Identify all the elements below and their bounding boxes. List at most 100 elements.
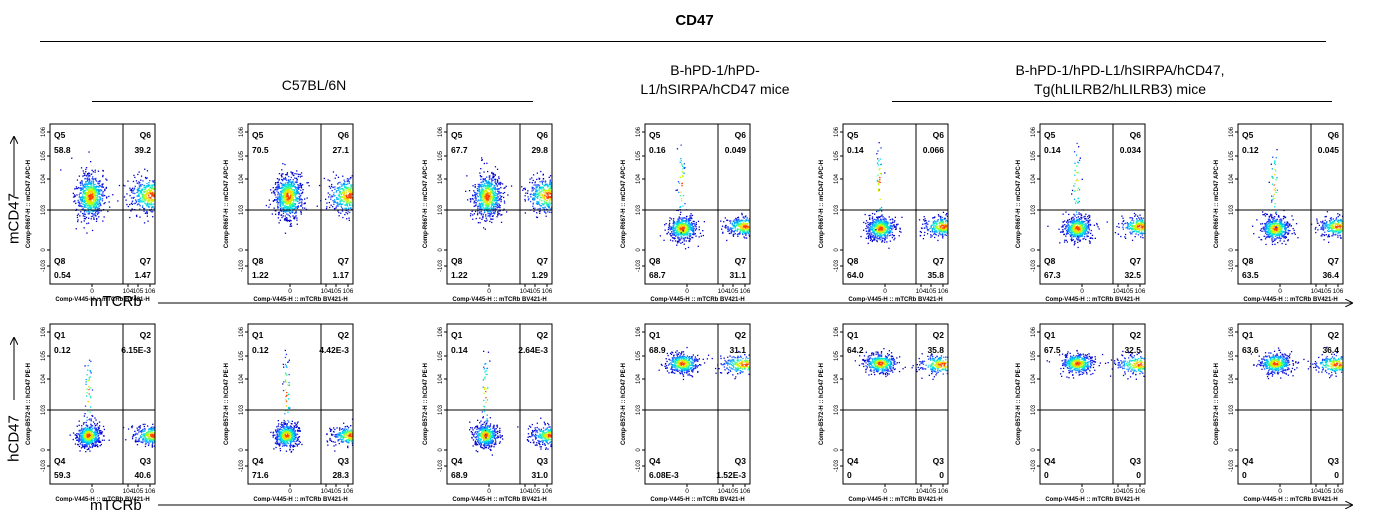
plot-r1-c2-event-dot — [337, 198, 339, 200]
plot-r1-c4-event-dot — [682, 176, 684, 178]
plot-r1-c2-event-dot — [284, 206, 286, 209]
plot-r1-c1-event-dot — [86, 211, 88, 213]
plot-r1-c3-event-dot — [496, 185, 499, 187]
plot-r1-c1-event-dot — [80, 200, 82, 202]
plot-r1-c3-event-dot — [481, 190, 483, 192]
plot-r1-c5-event-dot — [938, 232, 940, 235]
plot-r1-c1-event-dot — [146, 177, 148, 179]
plot-r1-c2-event-dot — [347, 180, 349, 182]
x-tick-label: 104 — [916, 288, 927, 295]
plot-r1-c2-event-dot — [331, 195, 333, 197]
plot-r1-c4-event-dot — [685, 224, 687, 226]
plot-r1-c1-event-dot — [97, 207, 99, 209]
plot-r1-c1-event-dot — [92, 203, 94, 205]
plot-r1-c5-event-dot — [870, 229, 872, 231]
plot-r1-c5-event-dot — [935, 234, 937, 236]
plot-r1-c2-event-dot — [339, 195, 341, 198]
plot-r1-c1-event-dot — [81, 199, 83, 201]
plot-r1-c4-event-dot — [674, 226, 676, 229]
plot-r1-c5-event-dot — [940, 218, 942, 221]
plot-r1-c4-event-dot — [679, 161, 681, 164]
plot-r1-c5-event-dot — [919, 230, 921, 233]
plot-r1-c5-event-dot — [864, 213, 866, 216]
plot-r1-c2-event-dot — [348, 195, 351, 197]
plot-r1-c1-event-dot — [133, 187, 136, 189]
plot-r1-c3-event-dot — [499, 205, 501, 207]
plot-r1-c6-event-dot — [1090, 229, 1092, 232]
plot-r1-c1-event-dot — [94, 215, 96, 217]
plot-r1-c1-event-dot — [89, 191, 91, 193]
plot-r1-c2-event-dot — [280, 207, 282, 210]
plot-r1-c3-event-dot — [535, 186, 538, 189]
plot-r1-c4-event-dot — [681, 163, 683, 165]
plot-r1-c2-event-dot — [301, 201, 303, 203]
quadrant-value: 39.2 — [134, 145, 151, 155]
plot-r1-c1-event-dot — [152, 216, 154, 218]
plot-r1-c2-event-dot — [296, 191, 298, 193]
plot-r1-c2-event-dot — [348, 207, 350, 209]
plot-r1-c3-event-dot — [484, 185, 487, 187]
plot-r1-c3-event-dot — [506, 211, 508, 213]
plot-r1-c1-event-dot — [143, 186, 145, 188]
plot-r1-c1-event-dot — [99, 180, 101, 182]
plot-r1-c4-event-dot — [688, 221, 690, 223]
plot-r1-c1-event-dot — [131, 188, 133, 191]
plot-r1-c4-event-dot — [737, 224, 739, 226]
plot-r1-c3-event-dot — [535, 190, 537, 193]
plot-r1-c3-event-dot — [471, 197, 473, 200]
plot-r1-c4-event-dot — [675, 189, 677, 191]
plot-r1-c2-event-dot — [276, 197, 279, 200]
plot-r1-c5-event-dot — [931, 235, 933, 237]
plot-r1-c3-event-dot — [474, 197, 476, 199]
plot-r1-c1-event-dot — [90, 189, 92, 191]
plot-r1-c2-event-dot — [335, 191, 337, 193]
plot-r1-c4-event-dot — [676, 229, 678, 231]
plot-r1-c4-event-dot — [739, 223, 741, 225]
plot-r1-c3-event-dot — [492, 199, 494, 201]
plot-r1-c6-event-dot — [1068, 225, 1071, 227]
plot-r1-c3-event-dot — [486, 182, 488, 184]
plot-r1-c4-event-dot — [703, 221, 705, 223]
plot-r1-c1-event-dot — [147, 184, 149, 186]
plot-r1-c2-event-dot — [347, 200, 349, 202]
plot-r1-c2-event-dot — [339, 196, 341, 198]
plot-r1-c5-event-dot — [889, 224, 891, 226]
plot-r1-c3-event-dot — [545, 208, 548, 210]
y-tick-label: 104 — [834, 173, 840, 184]
plot-r1-c1-event-dot — [149, 184, 151, 186]
plot-r1-c3-event-dot — [486, 204, 488, 207]
plot-r1-c3-event-dot — [485, 208, 487, 210]
plot-r1-c4-event-dot — [686, 232, 688, 234]
plot-r1-c2-event-dot — [325, 198, 327, 200]
plot-r1-c5-event-dot — [937, 226, 939, 228]
plot-r1-c1-event-dot — [118, 184, 121, 187]
plot-r1-c3-event-dot — [536, 172, 538, 174]
plot-r1-c2-event-dot — [345, 186, 347, 188]
plot-r1-c1-event-dot — [132, 192, 134, 194]
plot-r1-c1-event-dot — [97, 210, 99, 212]
plot-r1-c3-event-dot — [493, 196, 495, 199]
plot-r1-c2-event-dot — [297, 187, 299, 189]
plot-r1-c4-event-dot — [681, 220, 683, 222]
plot-r1-c2-event-dot — [339, 181, 341, 183]
plot-r1-c1-event-dot — [81, 205, 83, 208]
plot-r1-c2-event-dot — [280, 191, 282, 193]
plot-r1-c3-event-dot — [539, 187, 541, 189]
plot-r1-c5-event-dot — [872, 219, 874, 221]
plot-r1-c1-event-dot — [106, 196, 108, 198]
plot-r1-c5-event-dot — [935, 225, 937, 227]
plot-r1-c1-event-dot — [100, 193, 102, 195]
plot-r1-c6-event-dot — [1086, 233, 1088, 235]
plot-r1-c3-event-dot — [535, 193, 537, 196]
plot-r1-c5-event-dot — [933, 231, 935, 233]
quadrant-name: Q7 — [933, 256, 945, 266]
plot-r1-c1-event-dot — [148, 182, 150, 184]
plot-r1-c1-event-dot — [149, 180, 151, 182]
plot-r1-c1-event-dot — [96, 192, 98, 194]
plot-r1-c3-event-dot — [545, 195, 547, 198]
plot-r1-c1-event-dot — [95, 197, 97, 199]
plot-r1-c5-event-dot — [883, 228, 885, 230]
plot-r1-c5-event-dot — [884, 236, 886, 238]
plot-r1-c2-event-dot — [344, 213, 346, 216]
